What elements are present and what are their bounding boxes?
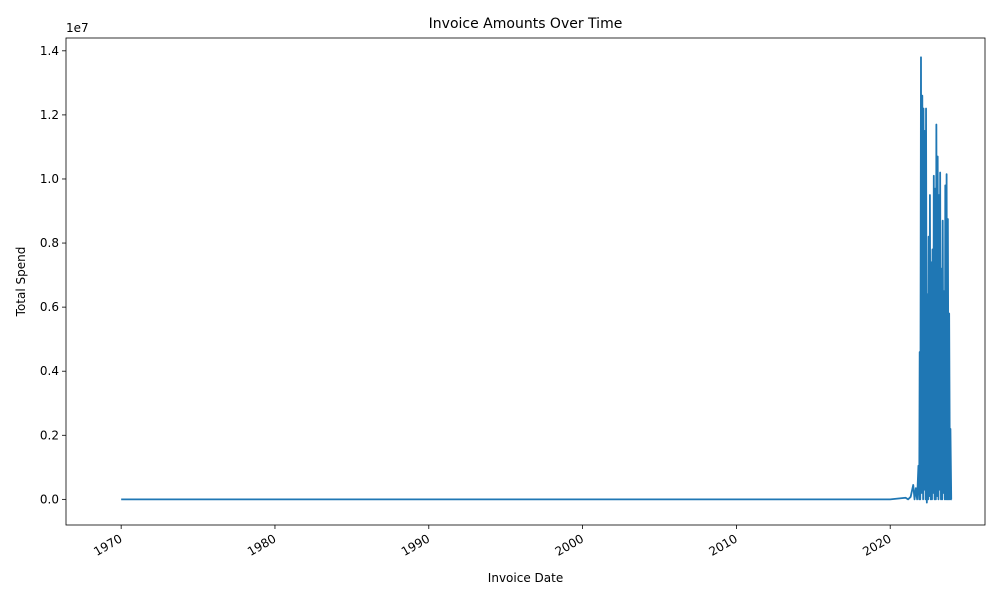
plot-frame [65,37,986,526]
y-tick-label: 0.6 [40,300,59,314]
y-tick-label: 0.2 [40,428,59,442]
y-tick-label: 0.8 [40,236,59,250]
plot-series-group [121,56,953,504]
y-tick-label: 1.0 [40,172,59,186]
y-tick-label: 1.2 [40,108,59,122]
x-axis-label: Invoice Date [488,571,563,585]
chart-title: Invoice Amounts Over Time [429,16,623,32]
y-tick-label: 0.4 [40,364,59,378]
x-axis: 1970 1980 1990 2000 2010 2020 [91,525,894,559]
x-tick-label: 1970 [91,531,124,558]
y-axis: 0.0 0.2 0.4 0.6 0.8 1.0 1.2 1.4 [40,44,66,506]
y-tick-label: 1.4 [40,44,59,58]
y-tick-label: 0.0 [40,492,59,506]
x-tick-label: 2000 [553,531,586,558]
y-axis-label: Total Spend [14,247,28,318]
y-axis-multiplier: 1e7 [66,21,89,35]
x-tick-label: 2010 [706,531,739,558]
x-tick-label: 2020 [860,531,893,558]
x-tick-label: 1990 [399,531,432,558]
x-tick-label: 1980 [245,531,278,558]
series-line-0 [121,56,953,504]
